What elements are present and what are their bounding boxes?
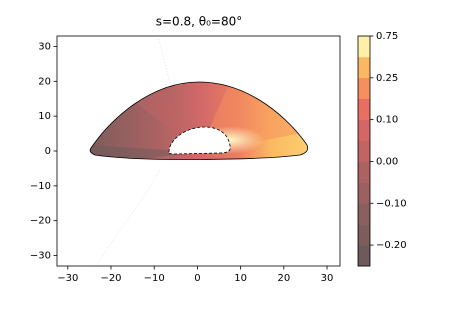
colorbar-band [358,245,370,267]
disk-edge [89,81,309,160]
colorbar-band [358,98,370,120]
chart-title: s=0.8, θ₀=80° [156,15,243,29]
colorbar-band [358,119,370,141]
x-tick-label: 20 [277,273,290,284]
colorbar-band [358,56,370,79]
colorbar-tick-label: −0.20 [376,240,407,251]
y-tick-label: 10 [38,111,51,122]
colorbar-band [358,182,370,204]
colorbar-band [358,203,370,225]
colorbar-band [358,161,370,183]
y-tick-label: −30 [30,251,51,262]
y-tick-label: 20 [38,76,51,87]
y-tick-label: 30 [38,41,51,52]
y-tick-label: 0 [45,146,51,157]
colorbar-band [358,77,370,100]
colorbar-tick-label: 0.75 [376,31,398,42]
y-tick-label: −20 [30,216,51,227]
colorbar-frame [357,35,371,267]
inner-hole [168,126,231,155]
colorbar-tick-label: 0.25 [376,73,398,84]
colorbar-band [358,140,370,162]
colorbar-tick-label: 0.10 [376,115,398,126]
x-tick-label: 0 [194,273,200,284]
colorbar-tick-label: 0.00 [376,156,398,167]
x-tick-label: −20 [100,273,121,284]
faint-curve [95,35,173,267]
colorbar-band [358,224,370,246]
x-tick-label: 10 [234,273,247,284]
colorbar-band [358,36,370,58]
colorbar-tick-label: −0.10 [376,198,407,209]
x-tick-label: −30 [57,273,78,284]
x-tick-label: 30 [321,273,334,284]
x-tick-label: −10 [144,273,165,284]
y-tick-label: −10 [30,181,51,192]
